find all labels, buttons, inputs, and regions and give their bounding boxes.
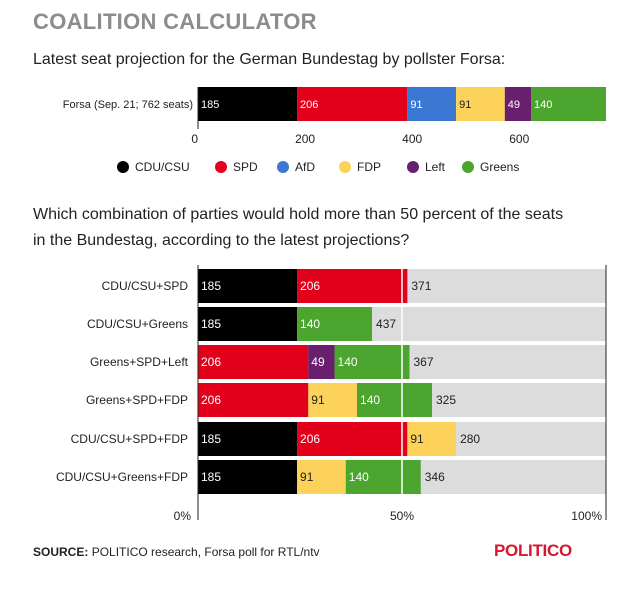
- forsa-bar-label-spd: 206: [300, 99, 318, 111]
- legend-swatch-greens: [462, 161, 474, 173]
- coalition-bar-greens-spd-left-greens: [334, 345, 410, 379]
- source-note: SOURCE: POLITICO research, Forsa poll fo…: [33, 545, 320, 559]
- legend-swatch-afd: [277, 161, 289, 173]
- coalition-bar-cdu-csu-spd-cdu-csu: [198, 269, 298, 303]
- coalition-bar-cdu-csu-greens-fdp-fdp: [297, 460, 346, 494]
- coalition-bar-label-greens-spd-fdp-fdp: 91: [311, 393, 325, 407]
- politico-logo: POLITICO: [494, 541, 572, 560]
- coalition-bar-greens-spd-fdp-greens: [357, 383, 432, 417]
- legend-swatch-spd: [215, 161, 227, 173]
- coalition-bar-label-cdu-csu-spd-spd: 206: [300, 279, 320, 293]
- forsa-bar-label-greens: 140: [534, 99, 552, 111]
- chart-subtitle: Latest seat projection for the German Bu…: [33, 51, 506, 68]
- forsa-tick-label-400: 400: [402, 132, 422, 146]
- coalition-bar-cdu-csu-spd-spd: [297, 269, 408, 303]
- forsa-bar-afd: [407, 87, 457, 121]
- coalition-label-cdu-csu-spd: CDU/CSU+SPD: [102, 279, 189, 293]
- forsa-bar-left: [504, 87, 532, 121]
- coalition-bar-greens-spd-left-left: [308, 345, 335, 379]
- forsa-bar-label-left: 49: [508, 99, 520, 111]
- legend-swatch-cdu-csu: [117, 161, 129, 173]
- coalition-bar-label-greens-spd-fdp-spd: 206: [201, 393, 221, 407]
- coalition-bar-greens-spd-fdp-spd: [198, 383, 309, 417]
- forsa-tick-label-200: 200: [295, 132, 315, 146]
- coalition-label-cdu-csu-greens-fdp: CDU/CSU+Greens+FDP: [56, 470, 188, 484]
- coalition-bar-cdu-csu-greens-greens: [297, 307, 373, 341]
- legend-label-fdp: FDP: [357, 160, 381, 174]
- forsa-bar-label-cdu-csu: 185: [201, 99, 219, 111]
- forsa-tick-label-0: 0: [191, 132, 198, 146]
- coalition-bar-label-cdu-csu-greens-fdp-greens: 140: [349, 470, 369, 484]
- coalition-bar-label-cdu-csu-greens-fdp-fdp: 91: [300, 470, 314, 484]
- forsa-bar-greens: [531, 87, 606, 121]
- forsa-row-label: Forsa (Sep. 21; 762 seats): [63, 99, 193, 111]
- coalition-bar-cdu-csu-spd-fdp-cdu-csu: [198, 422, 298, 456]
- legend-label-cdu-csu: CDU/CSU: [135, 160, 190, 174]
- legend-label-afd: AfD: [295, 160, 315, 174]
- coalition-bar-label-cdu-csu-greens-cdu-csu: 185: [201, 317, 221, 331]
- coalition-bar-label-cdu-csu-greens-fdp-cdu-csu: 185: [201, 470, 221, 484]
- coalition-bar-label-greens-spd-fdp-greens: 140: [360, 393, 380, 407]
- forsa-bar-fdp: [456, 87, 505, 121]
- forsa-tick-label-600: 600: [509, 132, 529, 146]
- coalition-bar-label-greens-spd-left-left: 49: [311, 355, 325, 369]
- coalition-tick-100: 100%: [571, 509, 602, 523]
- coalition-label-greens-spd-left: Greens+SPD+Left: [90, 355, 189, 369]
- forsa-bar-spd: [297, 87, 408, 121]
- coalition-bar-cdu-csu-greens-cdu-csu: [198, 307, 298, 341]
- source-label: SOURCE:: [33, 545, 89, 559]
- coalition-total-greens-spd-fdp: 325: [436, 393, 456, 407]
- coalition-total-greens-spd-left: 367: [413, 355, 433, 369]
- coalition-bar-greens-spd-left-spd: [198, 345, 309, 379]
- coalition-bar-cdu-csu-greens-fdp-cdu-csu: [198, 460, 298, 494]
- legend-label-left: Left: [425, 160, 446, 174]
- coalition-bar-cdu-csu-spd-fdp-fdp: [407, 422, 457, 456]
- legend-swatch-left: [407, 161, 419, 173]
- chart-title: COALITION CALCULATOR: [33, 9, 317, 34]
- legend-label-spd: SPD: [233, 160, 258, 174]
- coalition-bar-label-cdu-csu-greens-greens: 140: [300, 317, 320, 331]
- coalition-bar-label-cdu-csu-spd-cdu-csu: 185: [201, 279, 221, 293]
- forsa-bar-label-afd: 91: [410, 99, 422, 111]
- coalition-label-cdu-csu-greens: CDU/CSU+Greens: [87, 317, 188, 331]
- coalition-total-cdu-csu-spd-fdp: 280: [460, 432, 480, 446]
- legend-label-greens: Greens: [480, 160, 519, 174]
- coalition-bar-greens-spd-fdp-fdp: [308, 383, 358, 417]
- coalition-total-cdu-csu-greens: 437: [376, 317, 396, 331]
- coalition-tick-0: 0%: [174, 509, 192, 523]
- coalition-bar-label-cdu-csu-spd-fdp-cdu-csu: 185: [201, 432, 221, 446]
- coalition-bar-cdu-csu-greens-fdp-greens: [345, 460, 421, 494]
- coalition-bar-label-cdu-csu-spd-fdp-fdp: 91: [410, 432, 424, 446]
- coalition-total-cdu-csu-greens-fdp: 346: [425, 470, 445, 484]
- coalition-label-cdu-csu-spd-fdp: CDU/CSU+SPD+FDP: [71, 432, 188, 446]
- forsa-bar-cdu-csu: [198, 87, 298, 121]
- coalition-label-greens-spd-fdp: Greens+SPD+FDP: [86, 393, 188, 407]
- coalition-total-cdu-csu-spd: 371: [411, 279, 431, 293]
- coalition-question: Which combination of parties would hold …: [33, 206, 564, 249]
- coalition-bar-label-greens-spd-left-spd: 206: [201, 355, 221, 369]
- coalition-bar-label-cdu-csu-spd-fdp-spd: 206: [300, 432, 320, 446]
- coalition-tick-50: 50%: [390, 509, 414, 523]
- coalition-bar-cdu-csu-spd-fdp-spd: [297, 422, 408, 456]
- coalition-bar-label-greens-spd-left-greens: 140: [338, 355, 358, 369]
- forsa-bar-label-fdp: 91: [459, 99, 471, 111]
- legend-swatch-fdp: [339, 161, 351, 173]
- source-text: POLITICO research, Forsa poll for RTL/nt…: [91, 545, 320, 559]
